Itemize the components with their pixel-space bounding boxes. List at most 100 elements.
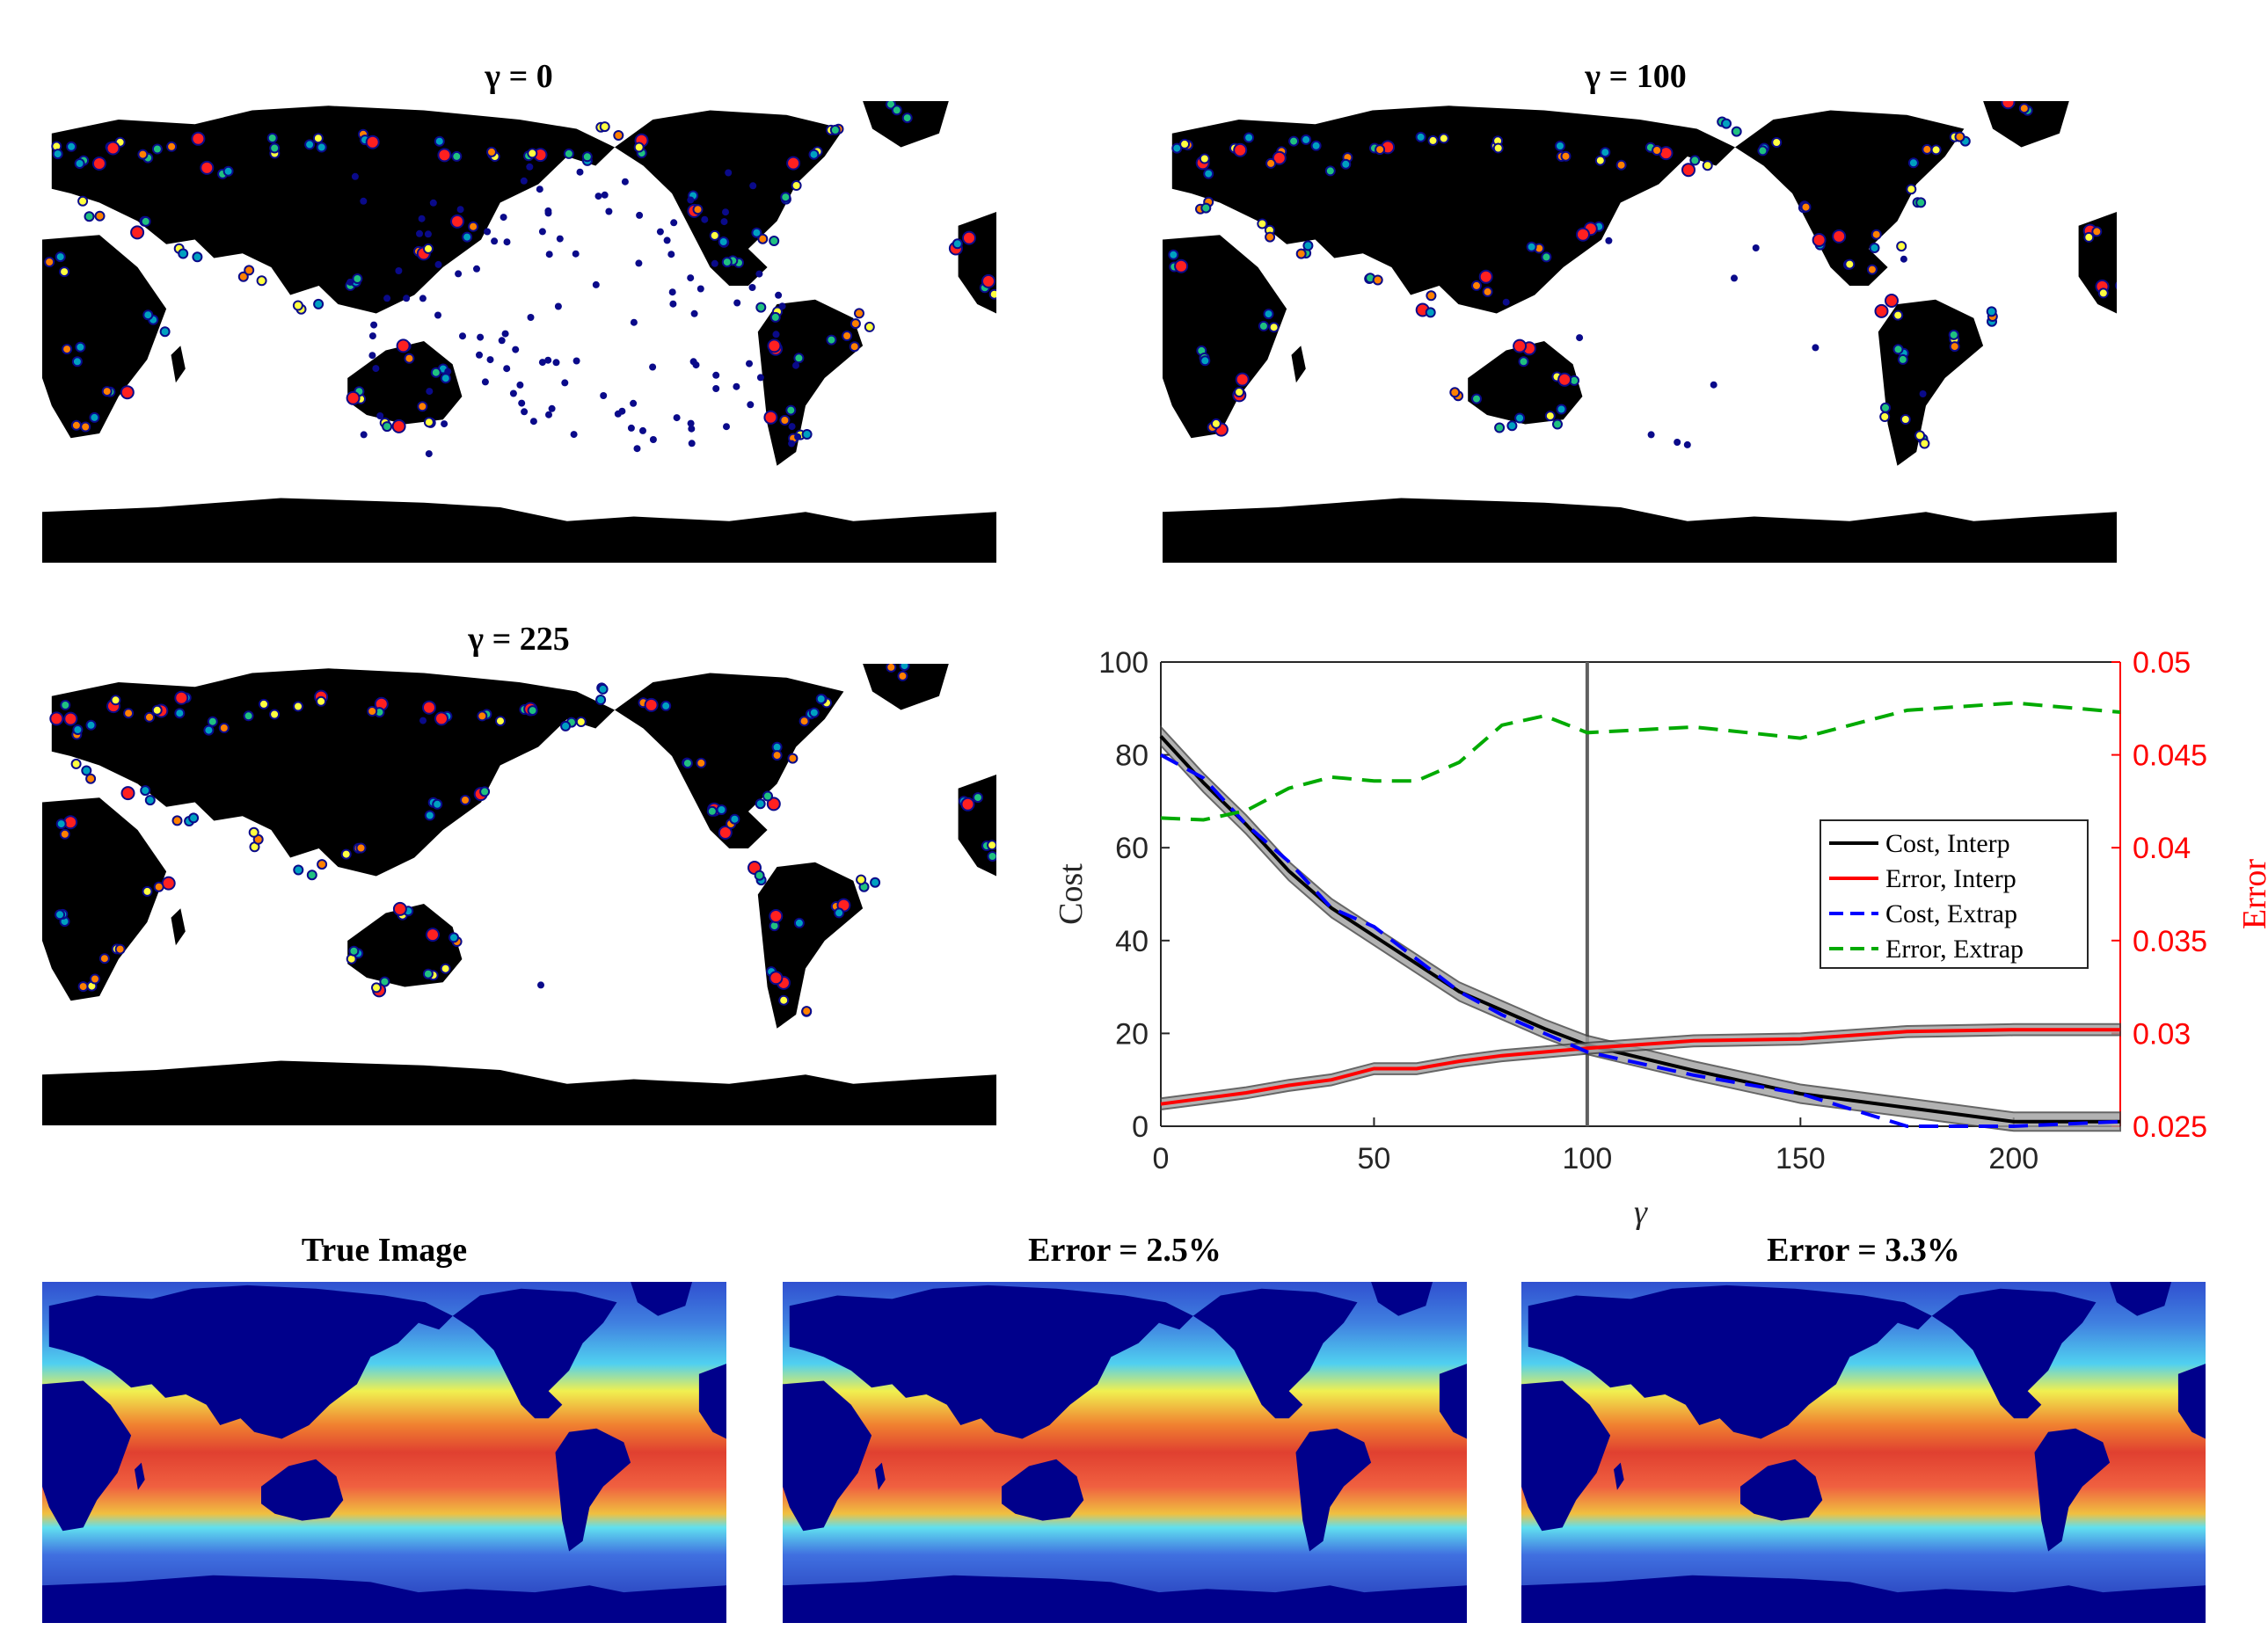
map2-sensor-dot: [886, 664, 897, 673]
map0-ocean-dot: [630, 399, 638, 407]
map0-ocean-dot: [663, 237, 671, 244]
sst0-land-7: [135, 1462, 145, 1490]
map2-sensor-dot: [771, 750, 783, 761]
map0-ocean-dot: [368, 352, 376, 360]
map0-sensor-dot: [80, 421, 91, 433]
map1-sensor-dot: [1556, 404, 1567, 415]
map1-sensor-dot: [1560, 150, 1572, 162]
sst1-land-5: [1371, 1282, 1433, 1316]
map2-sensor-dot: [340, 848, 352, 860]
map0-ocean-dot: [554, 302, 562, 310]
map0-ocean-dot: [419, 295, 427, 302]
map2-sensor-dot: [317, 859, 328, 870]
map2-sensor-dot: [110, 695, 121, 706]
map0-ocean-dot: [473, 265, 480, 273]
x-tick-label: 50: [1358, 1142, 1391, 1175]
map0-ocean-dot: [733, 382, 740, 390]
map2-sensor-dot: [153, 881, 164, 892]
map0-ocean-dot: [501, 330, 509, 338]
map0-ocean-dot: [491, 237, 499, 245]
map2-sensor-dot: [479, 786, 491, 797]
sst0-land-2: [261, 1459, 344, 1521]
map1-sensor-dot: [1200, 355, 1211, 367]
map0-ocean-dot: [725, 169, 733, 177]
map2-land-2: [347, 904, 463, 987]
map0-sensor-dot: [981, 273, 995, 288]
map2-sensor-dot: [987, 840, 996, 851]
map2-land-8: [42, 1060, 996, 1125]
map0-ocean-dot: [545, 411, 552, 418]
map2-sensor-dot: [432, 798, 443, 810]
map0-ocean-dot: [556, 235, 564, 243]
y2-tick-label: 0.035: [2133, 925, 2207, 958]
map2-sensor-dot: [477, 710, 488, 722]
sst1-land-7: [875, 1462, 886, 1490]
map1-sensor-dot: [2083, 231, 2095, 243]
gamma-value: = 0: [500, 58, 553, 95]
map1-sensor-dot: [1415, 131, 1426, 142]
map2-sensor-dot: [987, 851, 996, 862]
map0-sensor-dot: [59, 266, 70, 278]
map0-sensor-dot: [423, 243, 434, 254]
map0-sensor-dot: [599, 121, 610, 133]
map0-ocean-dot: [720, 218, 728, 226]
map0-sensor-dot: [151, 143, 163, 155]
map0-sensor-dot: [721, 257, 733, 268]
map-title-gamma-100: γ = 100: [1495, 57, 1776, 96]
map0-ocean-dot: [548, 404, 556, 412]
map1-sensor-dot: [1426, 290, 1437, 302]
map0-ocean-dot: [712, 385, 720, 392]
map2-sensor-dot: [49, 711, 64, 726]
map1-sensor-dot: [1874, 303, 1889, 318]
map0-sensor-dot: [757, 233, 769, 244]
map2-sensor-dot: [259, 698, 269, 710]
series-line-0: [1159, 735, 2120, 1124]
map0-ocean-dot: [368, 332, 376, 340]
map0-ocean-dot: [527, 314, 535, 321]
map0-ocean-dot: [756, 374, 764, 382]
map0-ocean-dot: [518, 399, 526, 407]
map0-ocean-dot: [711, 259, 718, 267]
y2-tick-label: 0.025: [2133, 1110, 2207, 1144]
map0-sensor-dot: [71, 356, 83, 368]
map0-ocean-dot: [633, 445, 641, 453]
map2-sensor-dot: [575, 717, 587, 727]
map0-sensor-dot: [404, 353, 415, 364]
map1-sensor-dot: [1800, 201, 1812, 213]
map1-ocean-dot: [1683, 440, 1691, 448]
cost-error-chart: 0 50 100 150 200 0 20 40 60 80 100 0.025 0.03 0.035 0.…: [1053, 646, 2268, 1231]
map0-sensor-dot: [755, 302, 767, 313]
map0-sensor-dot: [786, 156, 801, 171]
map1-sensor-dot: [1915, 197, 1927, 208]
error-2-5-title: Error = 2.5%: [1028, 1232, 1222, 1269]
map0-sensor-dot: [962, 230, 976, 245]
map0-sensor-dot: [256, 275, 267, 287]
map0-ocean-dot: [649, 363, 657, 371]
map2-sensor-dot: [766, 797, 781, 811]
sst0-land-3: [452, 1288, 617, 1419]
map2-sensor-dot: [174, 690, 189, 705]
map0-ocean-dot: [477, 333, 485, 341]
map1-ocean-dot: [1752, 244, 1760, 251]
map0-ocean-dot: [444, 368, 452, 375]
map2-sensor-dot: [171, 815, 183, 826]
map0-sensor-dot: [801, 429, 813, 440]
map1-sensor-dot: [1721, 118, 1732, 129]
map0-ocean-dot: [692, 361, 700, 369]
map2-sensor-dot: [85, 773, 97, 784]
map0-ocean-dot: [794, 433, 802, 440]
map1-sensor-dot: [1310, 140, 1322, 151]
map0-sensor-dot: [200, 160, 215, 175]
map0-sensor-dot: [451, 150, 463, 162]
map0-ocean-dot: [455, 270, 463, 278]
map0-ocean-dot: [516, 381, 524, 389]
map2-sensor-dot: [392, 901, 407, 916]
map1-sensor-dot: [1427, 135, 1439, 146]
map2-sensor-dot: [426, 928, 440, 942]
map1-land-3: [1735, 110, 1965, 286]
map0-sensor-dot: [120, 385, 135, 400]
map1-sensor-dot: [1518, 356, 1529, 368]
sst-true-image: [42, 1282, 726, 1623]
map0-ocean-dot: [723, 423, 730, 431]
y-tick-label: 80: [1115, 739, 1149, 773]
